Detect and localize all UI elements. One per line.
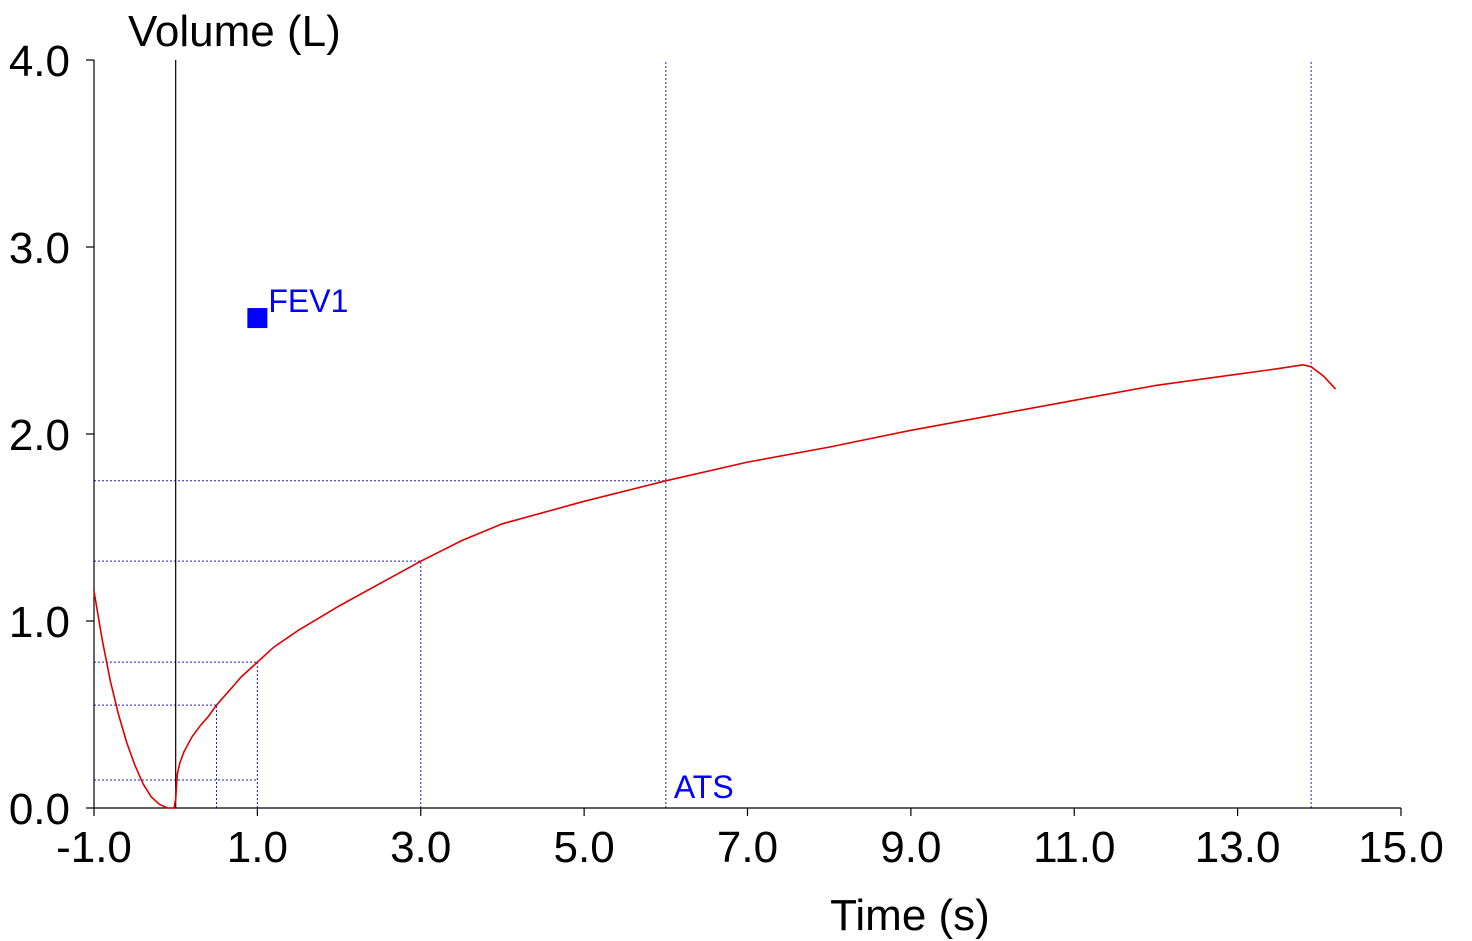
ats-label: ATS (674, 769, 734, 805)
fev1-label: FEV1 (268, 283, 348, 319)
y-tick-label: 2.0 (9, 411, 70, 460)
y-tick-label: 4.0 (9, 37, 70, 86)
tick-labels: -1.0 1.0 3.0 5.0 7.0 9.0 11.0 13.0 15.0 0.0 1.0 2.0… (9, 37, 1444, 872)
y-tick-label: 3.0 (9, 224, 70, 273)
x-tick-label: 3.0 (390, 823, 451, 872)
x-tick-label: 15.0 (1358, 823, 1444, 872)
y-axis-label: Volume (L) (128, 7, 341, 56)
x-tick-label: 11.0 (1033, 823, 1115, 872)
x-axis-label: Time (s) (830, 891, 990, 940)
y-tick-label: 0.0 (9, 785, 70, 834)
x-tick-label: -1.0 (56, 823, 132, 872)
y-tick-label: 1.0 (9, 598, 70, 647)
annotations: FEV1 ATS (247, 283, 734, 805)
x-tick-label: 13.0 (1195, 823, 1281, 872)
volume-curve (93, 363, 1337, 809)
x-tick-label: 7.0 (717, 823, 778, 872)
x-tick-label: 1.0 (227, 823, 288, 872)
axes (93, 60, 1401, 809)
x-tick-label: 9.0 (880, 823, 941, 872)
x-tick-label: 5.0 (554, 823, 615, 872)
ticks (86, 59, 1402, 816)
reference-lines (94, 60, 1312, 808)
fev1-marker (247, 308, 268, 329)
